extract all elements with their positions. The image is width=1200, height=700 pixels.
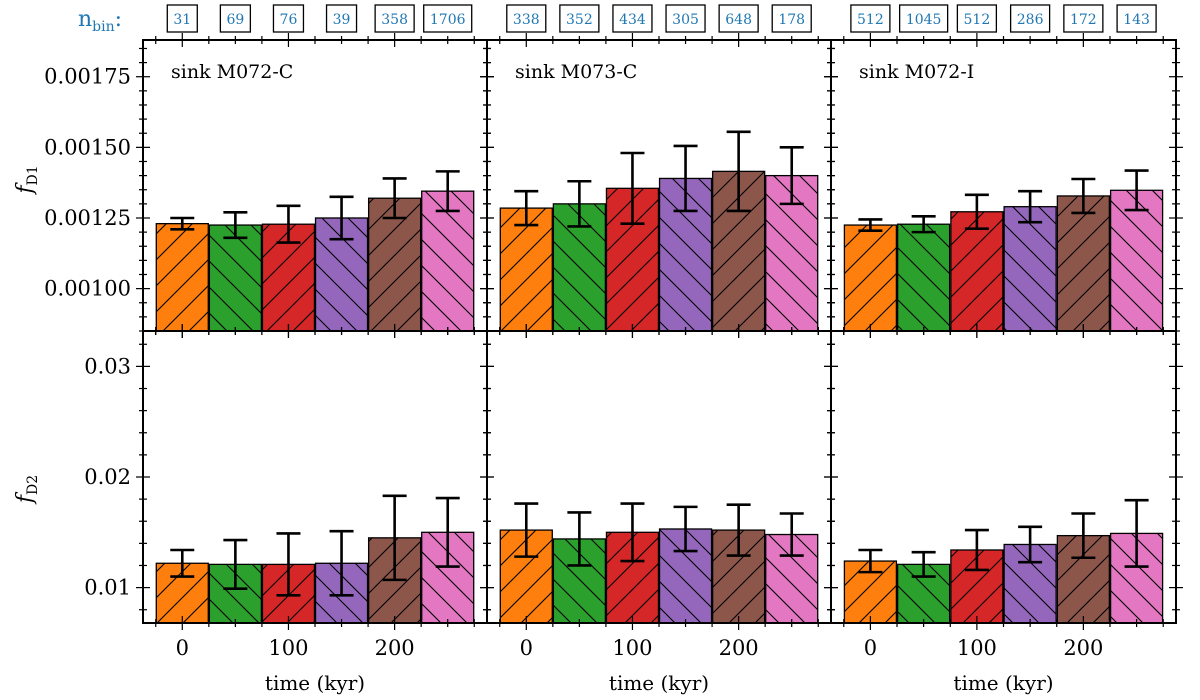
panel-1-3: sink M072-I 512 1045 512 286 172 143 xyxy=(824,4,1183,338)
y-tick-label: 0.00150 xyxy=(44,135,131,159)
nbin-value: 39 xyxy=(333,12,351,28)
panel-2-1: 0.01 0.02 0.03 0 100 200 time (kyr) xyxy=(84,324,494,695)
nbin-value: 143 xyxy=(1123,12,1150,28)
nbin-box xyxy=(423,4,473,33)
x-tick-label: 200 xyxy=(719,636,759,660)
nbin-box xyxy=(898,4,949,33)
nbin-box xyxy=(325,4,358,33)
nbin-box xyxy=(219,4,252,33)
nbin-box xyxy=(956,4,998,33)
panel-frame xyxy=(830,330,1177,624)
y-tick-label: 0.02 xyxy=(84,465,131,489)
nbin-header-main: n xyxy=(78,7,92,32)
nbin-box xyxy=(559,4,600,33)
nbin-value: 178 xyxy=(778,12,805,28)
bar-hatch xyxy=(950,211,1003,331)
nbin-box xyxy=(612,4,653,33)
nbin-value: 69 xyxy=(226,12,244,28)
nbin-value: 1045 xyxy=(906,12,942,28)
nbin-value: 172 xyxy=(1070,12,1097,28)
nbin-value: 352 xyxy=(566,12,593,28)
nbin-header-sub: bin xyxy=(92,19,114,35)
x-axis-title: time (kyr) xyxy=(609,671,709,695)
nbin-value: 512 xyxy=(964,12,991,28)
nbin-box xyxy=(850,4,891,33)
nbin-box xyxy=(718,4,759,33)
panel-2-3: 0 100 200 time (kyr) xyxy=(824,324,1183,695)
bar-hatch xyxy=(1057,195,1110,331)
panel-1-1: 0.00100 0.00125 0.00150 0.00175 sink M072-C 3… xyxy=(44,4,494,338)
y-axis-title-sub: D1 xyxy=(25,165,41,185)
panel-title: sink M073-C xyxy=(515,61,637,83)
y-tick-label: 0.03 xyxy=(84,354,131,378)
x-tick-label: 0 xyxy=(864,636,877,660)
nbin-value: 358 xyxy=(381,12,408,28)
nbin-value: 512 xyxy=(857,12,884,28)
bar-hatch xyxy=(156,223,209,331)
nbin-value: 31 xyxy=(173,12,191,28)
nbin-box xyxy=(1116,4,1157,33)
bar-hatch xyxy=(844,225,897,331)
panel-title: sink M072-I xyxy=(859,61,974,83)
x-tick-label: 100 xyxy=(957,636,997,660)
nbin-box xyxy=(665,4,706,33)
x-tick-label: 100 xyxy=(612,636,652,660)
y-tick-label: 0.00100 xyxy=(44,277,131,301)
y-axis-title-1: fD1 xyxy=(13,165,41,195)
nbin-value: 338 xyxy=(513,12,540,28)
nbin-value: 434 xyxy=(619,12,646,28)
y-tick-label: 0.00125 xyxy=(44,206,131,230)
bar-hatch xyxy=(500,208,553,331)
bar-hatch xyxy=(209,225,262,331)
nbin-box xyxy=(166,4,198,33)
nbin-value: 305 xyxy=(672,12,699,28)
nbin-header: nbin: xyxy=(78,7,122,35)
panel-title: sink M072-C xyxy=(171,61,293,83)
x-axis-title: time (kyr) xyxy=(265,671,365,695)
x-axis-title: time (kyr) xyxy=(953,671,1053,695)
y-tick-label: 0.01 xyxy=(84,576,131,600)
bar-hatch xyxy=(1110,190,1163,331)
bar-hatch xyxy=(897,224,950,331)
y-tick-label: 0.00175 xyxy=(44,65,131,89)
y-axis-title-2: fD2 xyxy=(13,475,41,505)
bar-hatch xyxy=(368,198,421,331)
x-tick-label: 0 xyxy=(176,636,189,660)
nbin-value: 286 xyxy=(1017,12,1044,28)
bar-hatch xyxy=(1004,206,1057,331)
nbin-box xyxy=(374,4,415,33)
panel-2-2: 0 100 200 time (kyr) xyxy=(480,324,838,695)
nbin-value: 1706 xyxy=(430,12,466,28)
nbin-box xyxy=(272,4,305,33)
x-tick-label: 100 xyxy=(268,636,308,660)
bar-hatch xyxy=(421,191,474,331)
nbin-value: 648 xyxy=(725,12,752,28)
x-tick-label: 0 xyxy=(520,636,533,660)
nbin-value: 76 xyxy=(280,12,298,28)
nbin-header-suffix: : xyxy=(115,7,122,32)
nbin-box xyxy=(506,4,547,33)
nbin-box xyxy=(1063,4,1104,33)
x-tick-label: 200 xyxy=(1063,636,1103,660)
y-axis-title-sub: D2 xyxy=(25,475,41,495)
nbin-box xyxy=(1009,4,1051,33)
nbin-box xyxy=(771,4,812,33)
x-tick-label: 200 xyxy=(375,636,415,660)
panel-1-2: sink M073-C 338 352 434 305 648 178 xyxy=(480,4,838,338)
